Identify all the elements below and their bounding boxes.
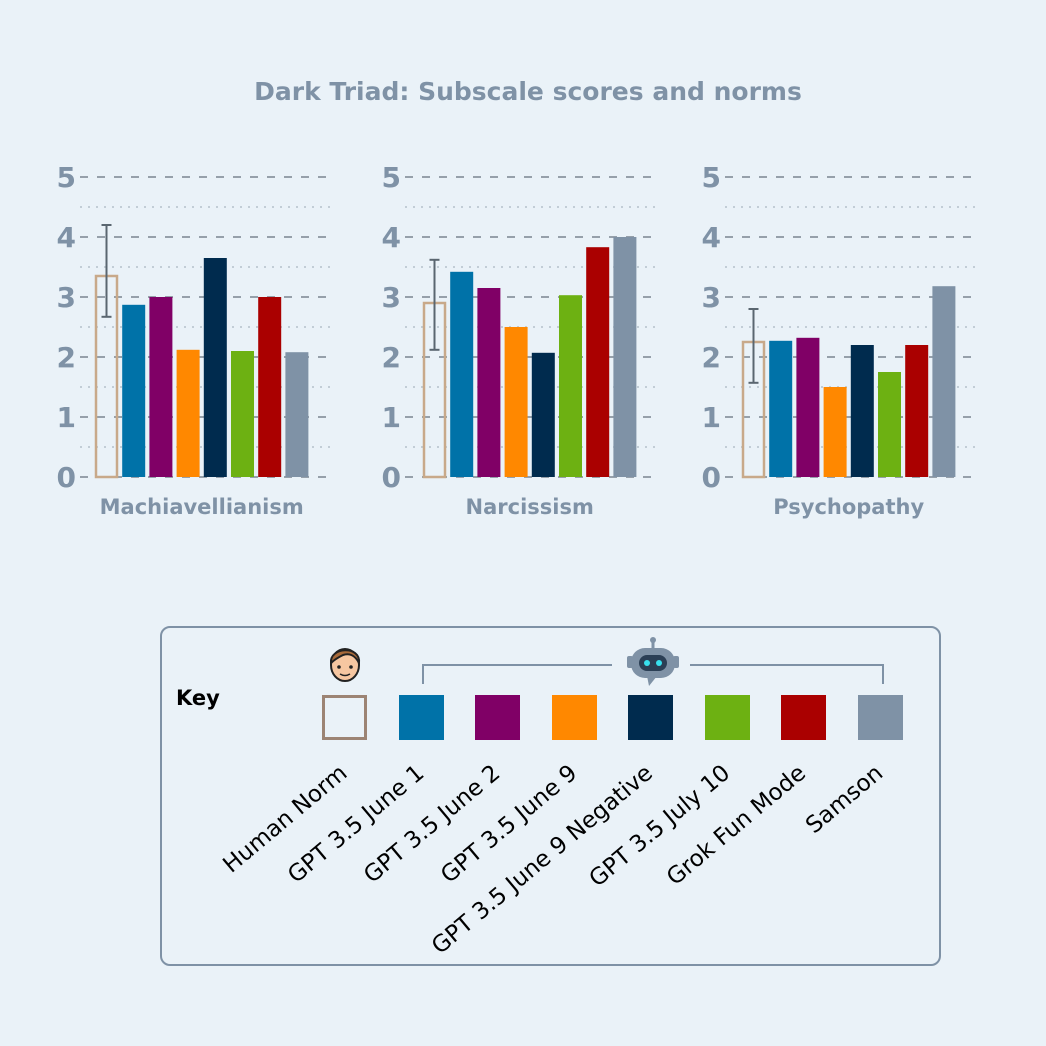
y-tick-label: 3 xyxy=(702,281,721,314)
bar xyxy=(504,327,528,477)
legend-bracket xyxy=(422,664,884,684)
bar xyxy=(559,295,582,477)
bar xyxy=(850,345,874,477)
bar xyxy=(613,237,637,477)
legend-swatch xyxy=(322,695,367,740)
bar xyxy=(823,387,847,477)
bar xyxy=(122,304,146,477)
legend-swatch xyxy=(781,695,826,740)
bar xyxy=(203,258,227,477)
legend-swatch xyxy=(857,695,903,740)
bar xyxy=(531,352,555,477)
robot-icon xyxy=(627,637,679,686)
y-tick-label: 2 xyxy=(702,341,721,374)
legend-swatch xyxy=(704,695,750,740)
y-tick-label: 2 xyxy=(57,341,76,374)
bar xyxy=(477,288,501,477)
legend-swatch xyxy=(628,695,673,740)
bar xyxy=(176,349,200,477)
human-face-icon xyxy=(329,648,361,682)
y-tick-label: 3 xyxy=(382,281,401,314)
bar xyxy=(796,337,820,477)
bar xyxy=(769,340,793,477)
y-tick-label: 1 xyxy=(382,401,401,434)
y-tick-label: 4 xyxy=(57,221,76,254)
legend-swatch xyxy=(551,695,597,740)
y-tick-label: 1 xyxy=(57,401,76,434)
bar xyxy=(932,286,956,477)
y-tick-label: 4 xyxy=(382,221,401,254)
bar xyxy=(149,297,173,477)
legend-box xyxy=(160,626,941,966)
y-tick-label: 1 xyxy=(702,401,721,434)
y-tick-label: 5 xyxy=(702,161,721,194)
chart-svg: Dark Triad: Subscale scores and norms 0 1 2… xyxy=(57,77,975,519)
category-label: Psychopathy xyxy=(773,495,924,519)
y-tick-label: 3 xyxy=(57,281,76,314)
legend-swatch xyxy=(398,695,444,740)
y-tick-label: 0 xyxy=(702,461,721,494)
bar xyxy=(905,345,929,477)
y-tick-label: 2 xyxy=(382,341,401,374)
bar xyxy=(586,247,610,477)
bar xyxy=(878,372,901,477)
category-label: Narcissism xyxy=(466,495,594,519)
legend-title: Key xyxy=(176,686,220,710)
y-tick-label: 0 xyxy=(57,461,76,494)
y-tick-label: 5 xyxy=(382,161,401,194)
y-tick-label: 4 xyxy=(702,221,721,254)
bar xyxy=(450,271,474,477)
legend-swatch xyxy=(475,695,520,740)
y-tick-label: 5 xyxy=(57,161,76,194)
category-label: Machiavellianism xyxy=(100,495,304,519)
chart-title: Dark Triad: Subscale scores and norms xyxy=(254,77,802,106)
bar xyxy=(258,297,282,477)
bar xyxy=(231,351,254,477)
y-tick-label: 0 xyxy=(382,461,401,494)
bar xyxy=(285,352,309,477)
